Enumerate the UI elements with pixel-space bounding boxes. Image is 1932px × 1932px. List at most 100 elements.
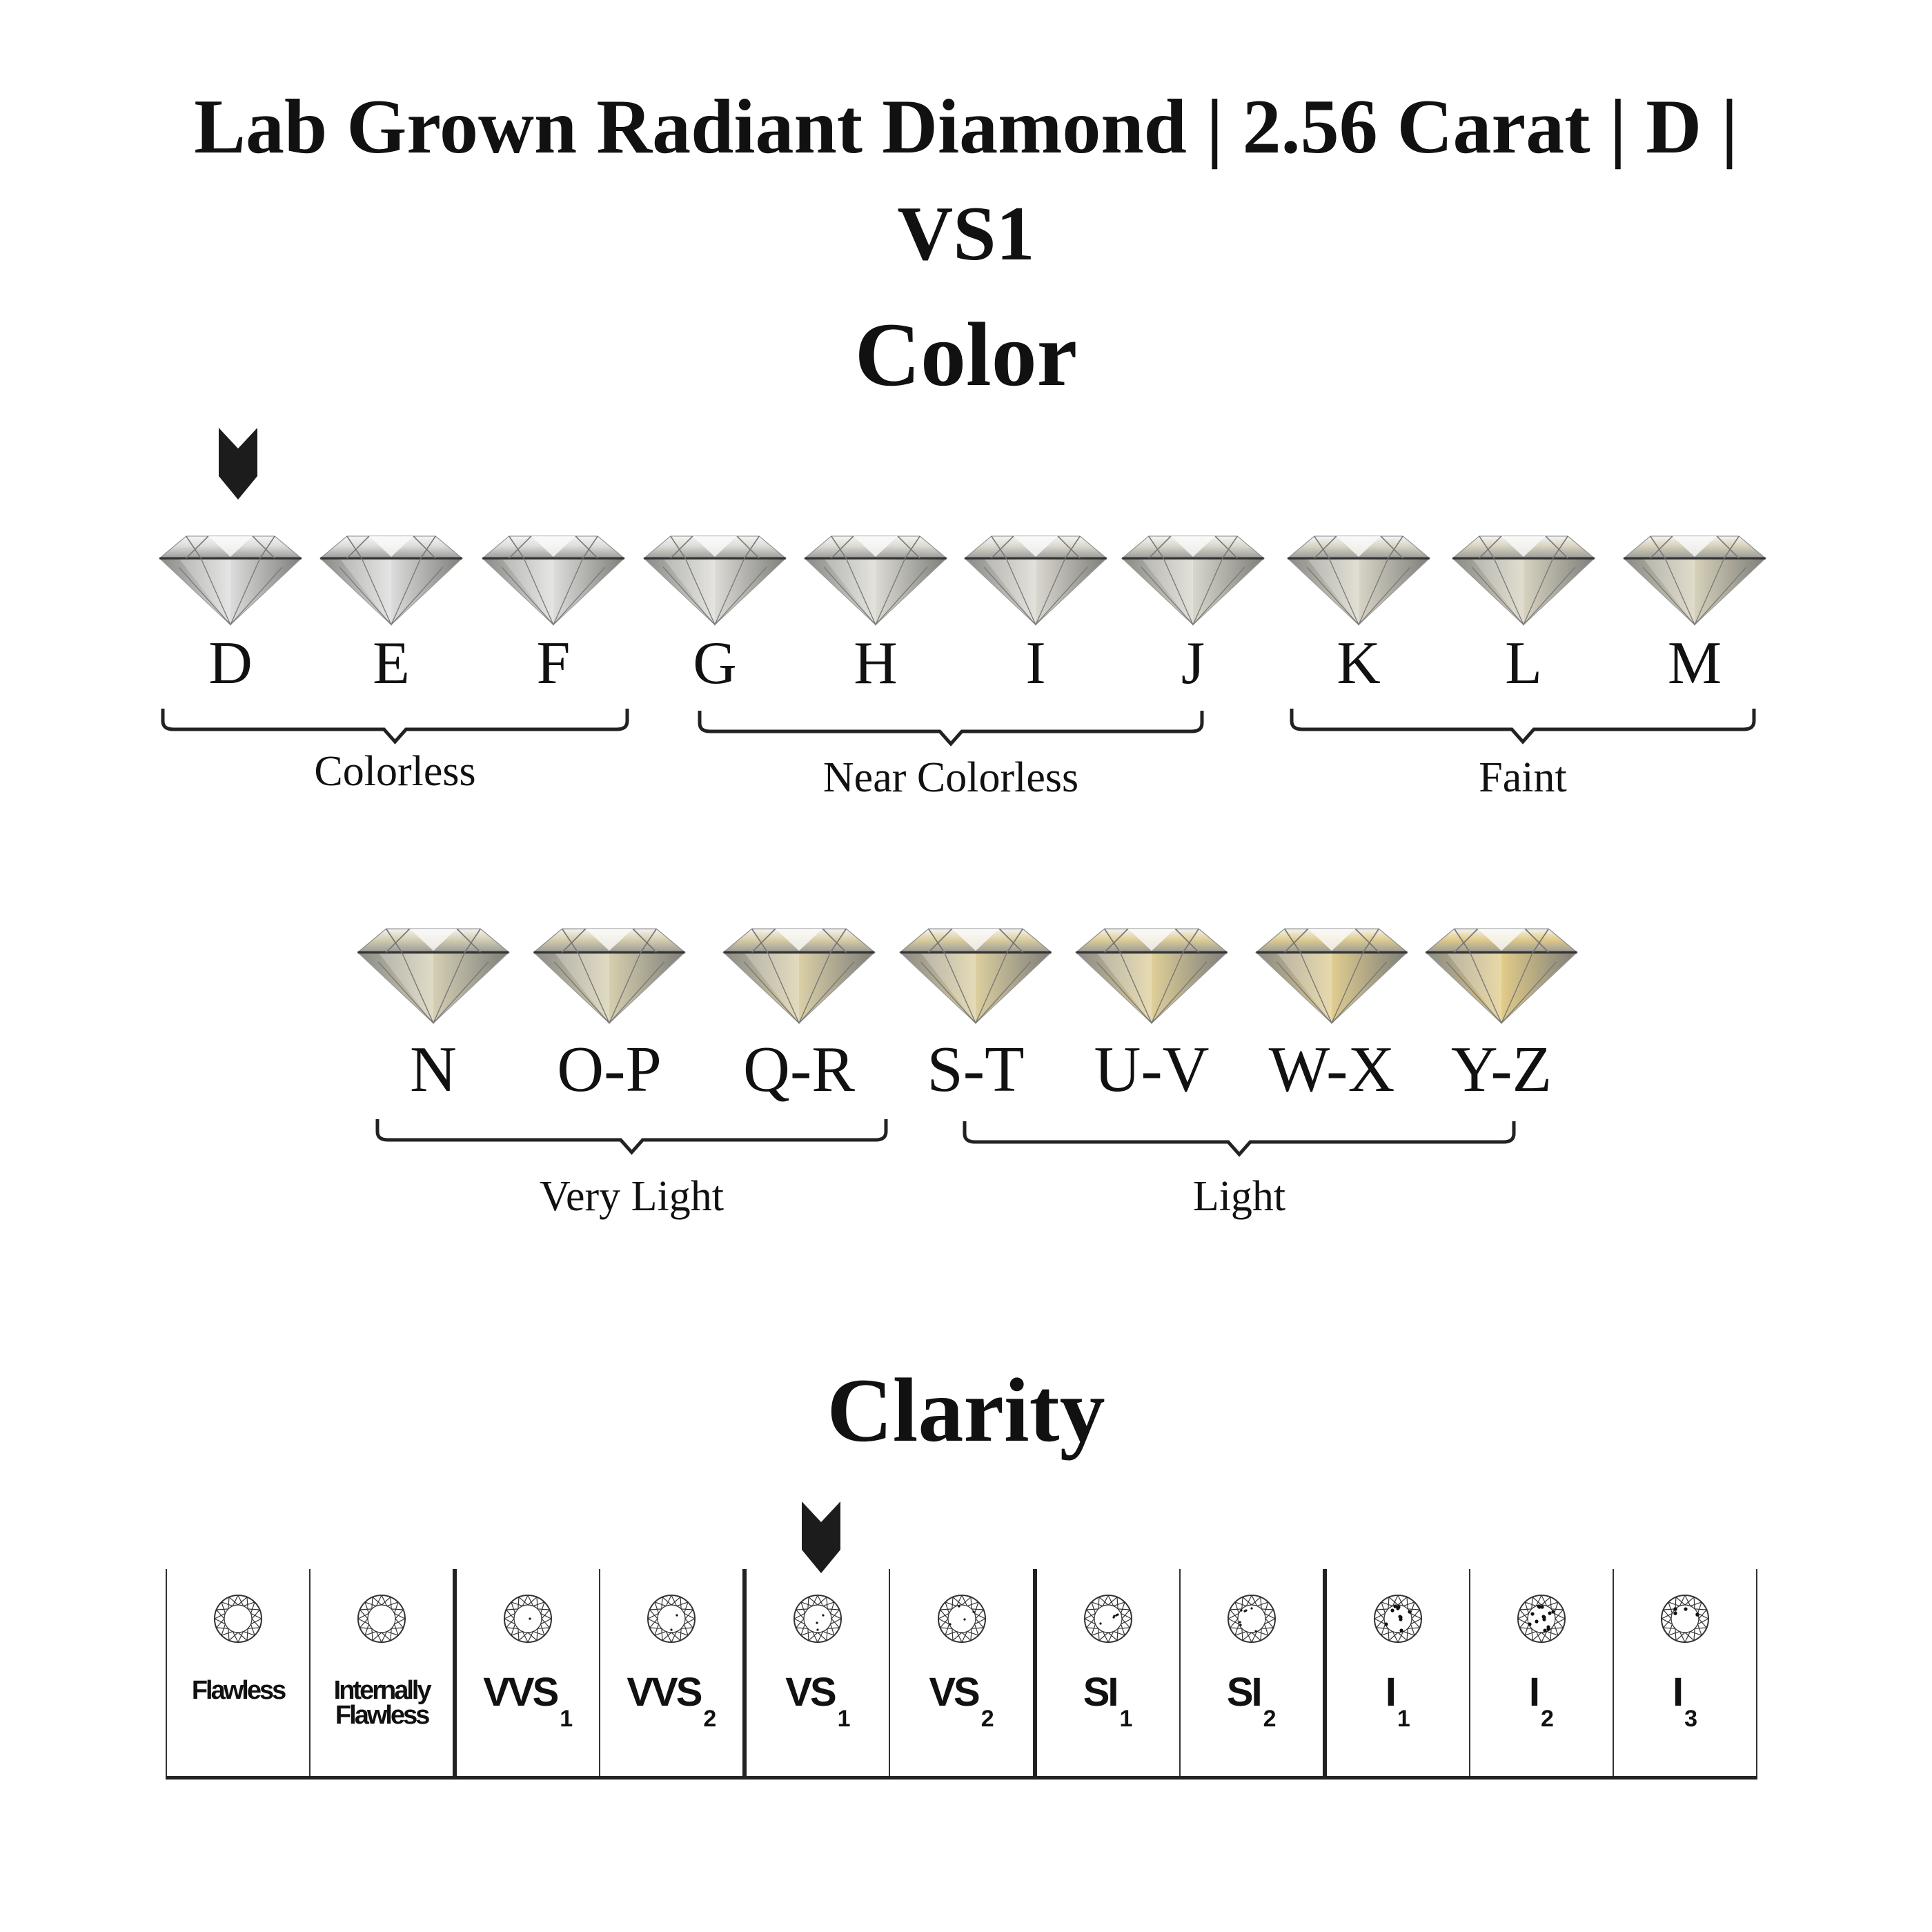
clarity-cell-vs2: VS2 xyxy=(889,1569,1032,1776)
clarity-grade-name: Flawless xyxy=(191,1676,286,1705)
diamond-g-icon xyxy=(641,530,789,630)
diamond-w-x-icon xyxy=(1253,921,1410,1029)
clarity-grade-subscript: 1 xyxy=(1119,1706,1133,1732)
clarity-grade-label: I3 xyxy=(1614,1673,1756,1731)
clarity-grade-name: I xyxy=(1528,1670,1540,1715)
clarity-grade-name: VVS xyxy=(627,1670,702,1715)
color-selected-arrow-icon xyxy=(219,428,257,500)
diamond-clarity-icon xyxy=(647,1594,696,1647)
color-grade-label: U-V xyxy=(1094,1034,1210,1105)
clarity-grade-label: SI2 xyxy=(1181,1673,1323,1731)
color-grade-label: E xyxy=(373,630,410,697)
clarity-cell-si1: SI1 xyxy=(1032,1569,1179,1776)
clarity-grade-label: Flawless xyxy=(167,1676,309,1705)
clarity-grade-subscript: 1 xyxy=(837,1706,851,1732)
color-group-label: Faint xyxy=(1479,754,1567,801)
color-grade-label: G xyxy=(693,630,737,697)
color-grade-label: S-T xyxy=(927,1034,1025,1105)
diamond-clarity-icon xyxy=(1517,1594,1566,1647)
color-grade-label: N xyxy=(410,1034,457,1105)
color-grade-label: L xyxy=(1505,630,1542,697)
clarity-grade-name: I xyxy=(1385,1670,1397,1715)
clarity-cell-i3: I3 xyxy=(1612,1569,1758,1776)
clarity-grade-subscript: 2 xyxy=(1263,1706,1276,1732)
diamond-e-icon xyxy=(317,530,465,630)
color-section-title: Color xyxy=(854,304,1078,405)
diamond-k-icon xyxy=(1285,530,1432,630)
color-grade-label: W-X xyxy=(1268,1034,1395,1105)
clarity-grade-label: I1 xyxy=(1327,1673,1469,1731)
diamond-y-z-icon xyxy=(1423,921,1580,1029)
color-group-label: Light xyxy=(1192,1173,1286,1220)
clarity-grade-label: Internally Flawless xyxy=(310,1676,453,1730)
clarity-section-title: Clarity xyxy=(827,1359,1105,1461)
diamond-h-icon xyxy=(802,530,949,630)
clarity-grade-subscript: 2 xyxy=(980,1706,994,1732)
clarity-cell-si2: SI2 xyxy=(1179,1569,1323,1776)
clarity-cell-vs1: VS1 xyxy=(742,1569,889,1776)
clarity-cell-i1: I1 xyxy=(1322,1569,1469,1776)
diamond-clarity-icon xyxy=(503,1594,553,1647)
diamond-clarity-icon xyxy=(1227,1594,1276,1647)
diamond-l-icon xyxy=(1450,530,1597,630)
clarity-grade-subscript: 3 xyxy=(1684,1706,1697,1732)
page-title-line2: VS1 xyxy=(897,191,1035,277)
diamond-j-icon xyxy=(1119,530,1267,630)
color-group-label: Near Colorless xyxy=(822,754,1079,801)
clarity-cell-vvs2: VVS2 xyxy=(599,1569,742,1776)
clarity-grade-name: I xyxy=(1672,1670,1684,1715)
clarity-grade-label: VS2 xyxy=(890,1673,1032,1731)
diamond-f-icon xyxy=(480,530,627,630)
color-grade-label: F xyxy=(536,630,571,697)
color-grade-label: I xyxy=(1025,630,1046,697)
color-group-label: Very Light xyxy=(540,1173,724,1220)
diamond-clarity-icon xyxy=(937,1594,987,1647)
brace-4 xyxy=(963,1121,1516,1157)
clarity-grade-name: SI xyxy=(1226,1670,1263,1715)
diamond-m-icon xyxy=(1621,530,1768,630)
clarity-scale-table: Flawless Internally Flawless VVS1 VVS2 VS1 VS… xyxy=(166,1569,1758,1780)
clarity-grade-subscript: 2 xyxy=(1540,1706,1554,1732)
brace-1 xyxy=(698,711,1204,747)
clarity-grade-name: VS xyxy=(929,1670,980,1715)
diamond-n-icon xyxy=(355,921,512,1029)
page-title-line1: Lab Grown Radiant Diamond | 2.56 Carat |… xyxy=(194,84,1738,170)
clarity-grade-name: SI xyxy=(1083,1670,1119,1715)
diamond-clarity-icon xyxy=(793,1594,842,1647)
clarity-grade-subscript: 2 xyxy=(703,1706,717,1732)
clarity-grade-label: VVS1 xyxy=(457,1673,599,1731)
brace-3 xyxy=(375,1119,888,1155)
clarity-selected-arrow-icon xyxy=(802,1501,840,1573)
clarity-grade-label: VVS2 xyxy=(600,1673,742,1731)
diamond-clarity-icon xyxy=(213,1594,263,1647)
color-grade-label: J xyxy=(1181,630,1205,697)
clarity-grade-label: VS1 xyxy=(747,1673,889,1731)
diamond-q-r-icon xyxy=(720,921,878,1029)
color-group-label: Colorless xyxy=(314,748,476,795)
clarity-cell-vvs1: VVS1 xyxy=(453,1569,599,1776)
brace-2 xyxy=(1290,709,1756,745)
clarity-grade-label: I2 xyxy=(1470,1673,1613,1731)
clarity-grade-label: SI1 xyxy=(1037,1673,1179,1731)
diamond-u-v-icon xyxy=(1073,921,1230,1029)
clarity-cell-internally-flawless: Internally Flawless xyxy=(309,1569,453,1776)
color-grade-label: Y-Z xyxy=(1450,1034,1552,1105)
color-grade-label: M xyxy=(1667,630,1722,697)
diamond-d-icon xyxy=(157,530,304,630)
clarity-cell-flawless: Flawless xyxy=(166,1569,309,1776)
clarity-cell-i2: I2 xyxy=(1468,1569,1613,1776)
clarity-grade-name: VVS xyxy=(483,1670,559,1715)
clarity-grade-name: Internally Flawless xyxy=(333,1676,432,1730)
diamond-clarity-icon xyxy=(357,1594,406,1647)
color-grade-label: O-P xyxy=(557,1034,662,1105)
diamond-o-p-icon xyxy=(531,921,688,1029)
color-grade-label: Q-R xyxy=(743,1034,855,1105)
diamond-i-icon xyxy=(962,530,1110,630)
diamond-s-t-icon xyxy=(897,921,1054,1029)
color-grade-label: K xyxy=(1337,630,1381,697)
color-grade-label: D xyxy=(208,630,253,697)
brace-0 xyxy=(161,709,629,745)
clarity-grade-subscript: 1 xyxy=(560,1706,573,1732)
color-grade-label: H xyxy=(854,630,898,697)
